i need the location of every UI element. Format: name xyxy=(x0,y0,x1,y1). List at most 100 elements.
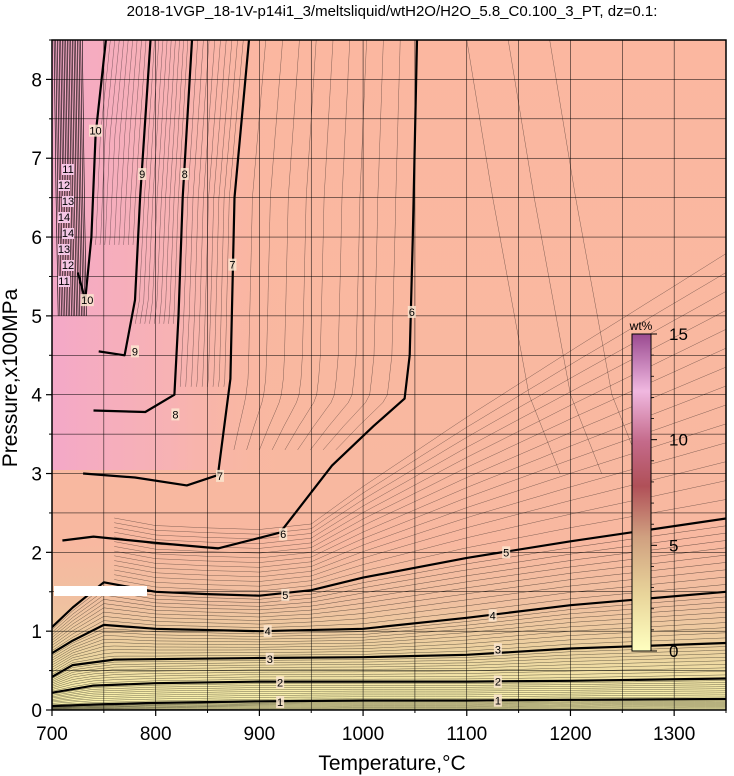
minor-contour xyxy=(52,667,726,689)
contour-label: 9 xyxy=(138,168,147,181)
minor-contour xyxy=(52,702,726,708)
major-contour-1 xyxy=(52,697,726,708)
contour-label-bg xyxy=(89,124,103,137)
y-tick-label: 7 xyxy=(31,149,42,170)
edge-label-bg xyxy=(62,260,74,271)
contour-label-text: 7 xyxy=(229,260,235,272)
x-tick-label: 900 xyxy=(244,724,276,745)
minor-contour xyxy=(114,366,726,559)
plot-frame xyxy=(51,39,727,711)
colorbar-tick-label: 5 xyxy=(669,536,678,555)
contour-label-text: 5 xyxy=(503,547,509,559)
minor-contour xyxy=(128,40,142,245)
minor-contour xyxy=(52,649,726,681)
x-tick-label: 700 xyxy=(36,724,68,745)
y-axis-label: Pressure,x100MPa xyxy=(0,288,22,467)
edge-label-bg xyxy=(62,164,74,175)
minor-contour xyxy=(52,696,726,705)
minor-contour xyxy=(52,554,726,641)
minor-contour xyxy=(114,253,726,530)
minor-contour xyxy=(114,329,726,549)
minor-contour xyxy=(52,637,726,675)
contour-label: 5 xyxy=(281,588,290,602)
contour-label-bg xyxy=(215,469,224,482)
contour-label: 5 xyxy=(502,546,511,559)
minor-contour xyxy=(246,40,283,450)
x-tick-label: 1100 xyxy=(446,724,487,745)
colorbar: wt% 0 5 10 15 xyxy=(629,319,688,661)
minor-contour xyxy=(52,622,726,668)
minor-contour xyxy=(223,40,244,387)
minor-contour xyxy=(114,461,726,582)
contour-label-text: 9 xyxy=(132,346,138,358)
contour-label-bg xyxy=(171,408,180,421)
contour-label-bg xyxy=(281,588,290,601)
x-axis-label: Temperature,°C xyxy=(318,752,465,775)
minor-contour xyxy=(52,562,726,643)
contour-label: 8 xyxy=(180,168,189,181)
x-tick-label: 1300 xyxy=(653,724,695,745)
contour-label-text: 3 xyxy=(267,654,273,666)
minor-contour xyxy=(52,701,726,707)
minor-contour xyxy=(52,705,726,709)
contour-label-text: 7 xyxy=(217,471,223,483)
contour-label-bg xyxy=(493,643,502,656)
minor-contour xyxy=(310,40,367,451)
contour-label-bg xyxy=(276,696,285,709)
colorbar-ramp xyxy=(631,333,652,652)
minor-contour xyxy=(109,40,124,245)
major-contour-3 xyxy=(52,641,726,678)
minor-contour xyxy=(52,653,726,682)
minor-contour xyxy=(190,40,210,387)
minor-contour xyxy=(114,442,726,578)
contour-label: 6 xyxy=(279,528,288,541)
y-tick-label: 0 xyxy=(31,701,42,722)
contour-label-bg xyxy=(130,345,139,358)
contour-label: 8 xyxy=(171,408,180,421)
edge-label-text: 13 xyxy=(62,196,74,208)
minor-contour xyxy=(322,40,384,451)
contour-label-text: 1 xyxy=(277,697,283,709)
major-contour-10 xyxy=(76,40,107,302)
contour-label: 10 xyxy=(89,124,103,138)
minor-contour xyxy=(95,40,111,245)
edge-label-text: 11 xyxy=(58,276,69,288)
minor-contour xyxy=(114,499,726,592)
y-tick-label: 6 xyxy=(31,228,42,249)
minor-contour xyxy=(104,40,120,245)
edge-label-text: 13 xyxy=(58,244,70,256)
colorbar-tick-label: 0 xyxy=(669,642,678,661)
minor-contour xyxy=(52,576,726,649)
y-tick-label: 3 xyxy=(31,465,42,486)
edge-label-text: 12 xyxy=(62,260,74,272)
contour-label-bg xyxy=(265,652,274,665)
minor-contour xyxy=(52,606,726,661)
contour-label-bg xyxy=(180,168,189,180)
minor-contour xyxy=(52,525,726,630)
edge-label: 14 xyxy=(58,212,70,224)
edge-label: 11 xyxy=(58,276,70,288)
minor-contour xyxy=(52,660,726,685)
edge-contour-labels: 11 12 13 14 14 13 12 11 xyxy=(58,164,74,288)
minor-contour xyxy=(52,657,726,684)
minor-contour xyxy=(52,690,726,701)
minor-contour xyxy=(52,680,726,695)
minor-contour xyxy=(52,692,726,703)
edge-label-text: 11 xyxy=(62,164,73,176)
minor-contour xyxy=(52,584,726,651)
contour-label: 6 xyxy=(407,305,416,319)
minor-contour xyxy=(52,617,726,666)
contour-label: 4 xyxy=(488,609,497,622)
minor-contour xyxy=(52,694,726,704)
minor-contour xyxy=(114,423,726,573)
minor-contour xyxy=(52,682,726,696)
contour-label-bg xyxy=(279,528,288,541)
major-contour-4 xyxy=(52,590,726,655)
minor-contour xyxy=(233,40,266,450)
contour-label-text: 4 xyxy=(490,610,496,622)
x-tick-label: 1000 xyxy=(342,724,384,745)
contour-label-text: 4 xyxy=(265,626,271,638)
minor-contour xyxy=(52,596,726,656)
contour-label: 3 xyxy=(493,643,502,656)
minor-contour xyxy=(52,706,726,709)
